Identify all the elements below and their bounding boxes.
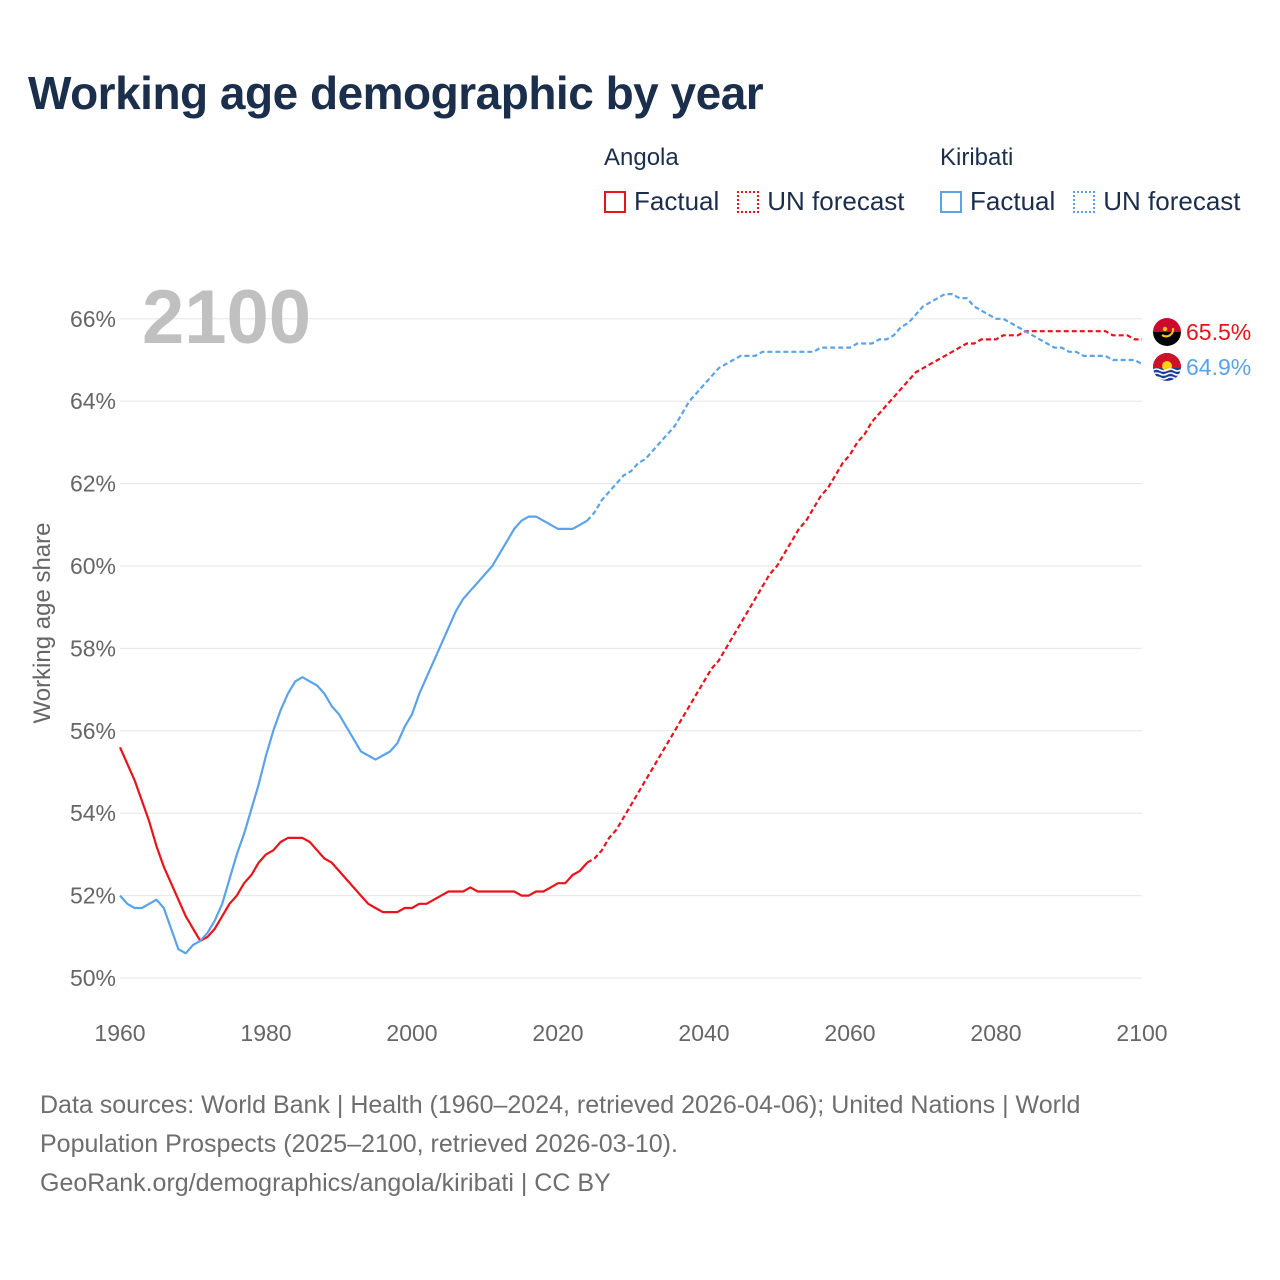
- year-watermark: 2100: [142, 275, 311, 360]
- legend-group-kiribati: Kiribati Factual UN forecast: [940, 144, 1259, 217]
- x-tick-label: 2000: [386, 1020, 437, 1046]
- legend-group-angola: Angola Factual UN forecast: [604, 144, 923, 217]
- angola-forecast-line[interactable]: [586, 330, 1142, 864]
- kiribati-end-value: 64.9%: [1186, 354, 1251, 380]
- y-tick-label: 56%: [70, 718, 116, 744]
- legend-label: UN forecast: [767, 186, 905, 216]
- legend-swatch-dotted: [1073, 190, 1096, 213]
- y-tick-label: 52%: [70, 883, 116, 909]
- x-tick-label: 2020: [532, 1020, 583, 1046]
- x-tick-label: 2060: [824, 1020, 875, 1046]
- y-tick-label: 62%: [70, 471, 116, 497]
- x-tick-label: 2100: [1116, 1020, 1167, 1046]
- legend-label: Factual: [970, 186, 1056, 216]
- footer: Data sources: World Bank | Health (1960–…: [40, 1086, 1240, 1203]
- legend-angola-factual[interactable]: Factual: [604, 186, 719, 217]
- footer-credit: GeoRank.org/demographics/angola/kiribati…: [40, 1169, 611, 1197]
- axis-ticks: 50% 52% 54% 56% 58% 60% 62% 64% 66% 1960 1980 2000 2…: [70, 306, 1168, 1046]
- end-markers: 65.5% 64.9%: [1153, 318, 1251, 381]
- footer-source-line: Data sources: World Bank | Health (1960–…: [40, 1091, 1081, 1119]
- legend-label: Factual: [634, 186, 720, 216]
- legend-kiribati-factual[interactable]: Factual: [940, 186, 1055, 217]
- kiribati-factual-line[interactable]: [119, 515, 588, 955]
- y-tick-label: 64%: [70, 388, 116, 414]
- series-lines: [118, 293, 1143, 955]
- legend-swatch-solid: [940, 190, 962, 213]
- footer-source-line: Population Prospects (2025–2100, retriev…: [40, 1130, 678, 1158]
- legend-label: UN forecast: [1103, 186, 1241, 216]
- gridlines: [120, 318, 1142, 979]
- y-axis-title: Working age share: [29, 523, 56, 724]
- angola-flag-icon: [1153, 318, 1181, 346]
- legend-group-name: Angola: [604, 144, 679, 171]
- angola-end-value: 65.5%: [1186, 319, 1251, 345]
- x-tick-label: 2040: [678, 1020, 729, 1046]
- x-tick-label: 1980: [240, 1020, 291, 1046]
- angola-factual-line[interactable]: [118, 746, 589, 942]
- x-tick-label: 2080: [970, 1020, 1021, 1046]
- legend-kiribati-forecast[interactable]: UN forecast: [1073, 186, 1241, 217]
- legend-group-name: Kiribati: [940, 144, 1014, 171]
- x-tick-label: 1960: [94, 1020, 145, 1046]
- y-tick-label: 50%: [70, 965, 116, 991]
- chart-title: Working age demographic by year: [28, 67, 764, 119]
- y-tick-label: 60%: [70, 553, 116, 579]
- kiribati-forecast-line[interactable]: [586, 293, 1143, 522]
- legend-angola-forecast[interactable]: UN forecast: [737, 186, 905, 217]
- legend-swatch-solid: [604, 190, 626, 213]
- y-tick-label: 54%: [70, 800, 116, 826]
- legend-swatch-dotted: [737, 190, 760, 213]
- y-tick-label: 58%: [70, 635, 116, 661]
- kiribati-flag-icon: [1153, 353, 1181, 381]
- y-tick-label: 66%: [70, 306, 116, 332]
